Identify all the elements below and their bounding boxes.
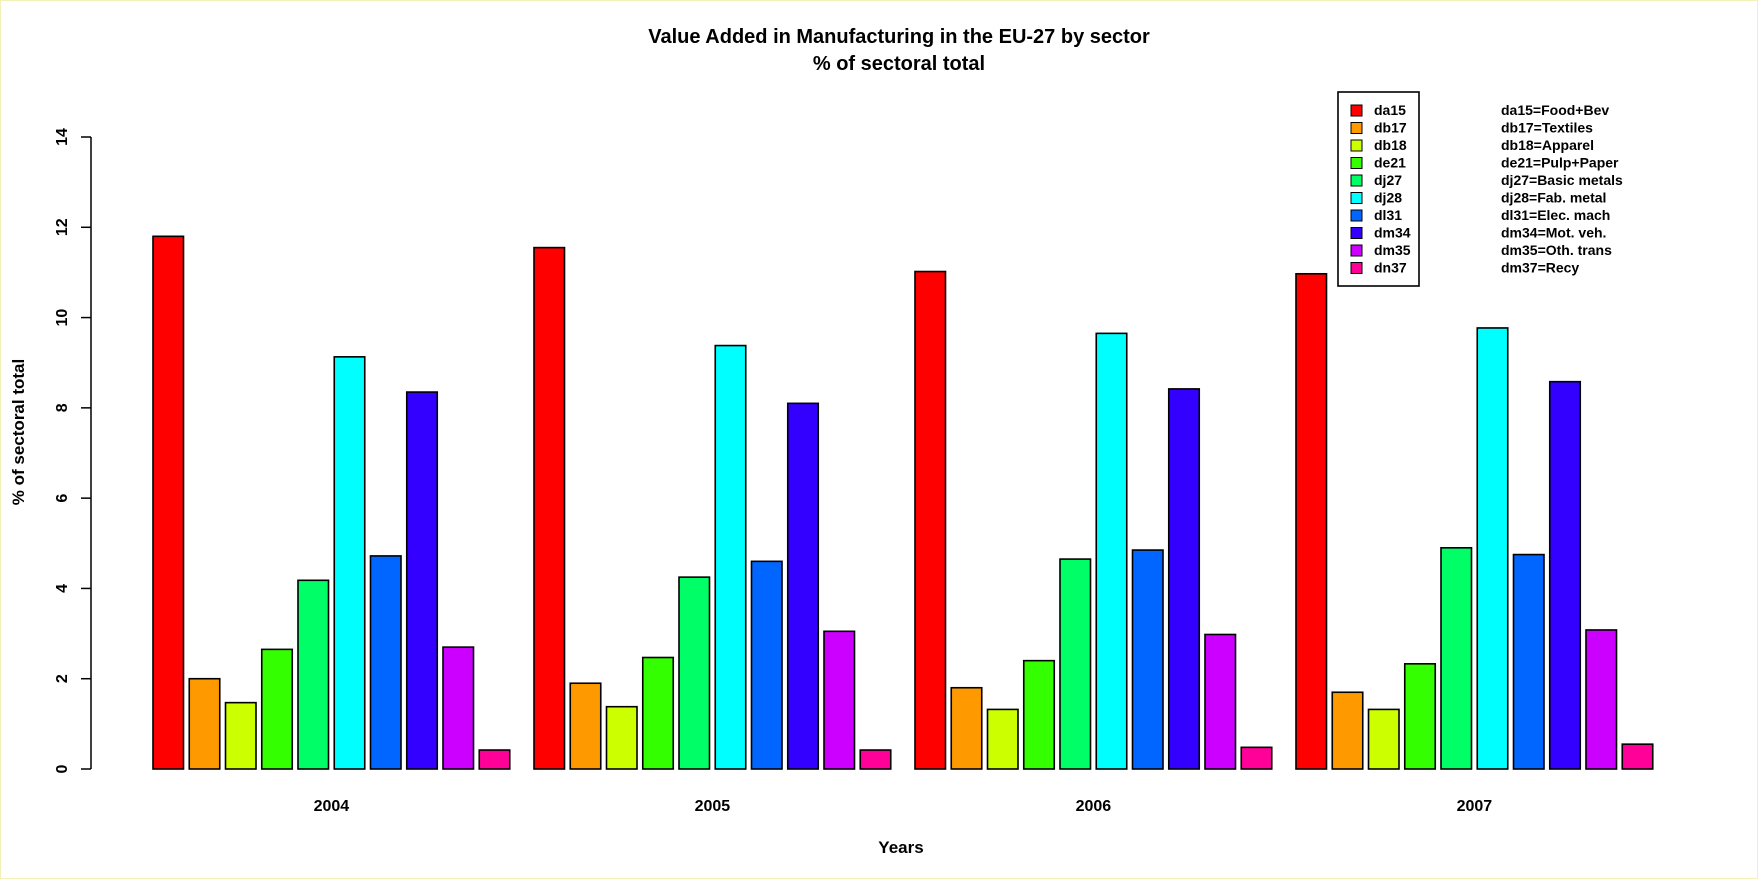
bar-db18-2007 (1367, 708, 1400, 770)
bar-dm34-2006 (1167, 388, 1201, 770)
x-tick-label: 2007 (1457, 798, 1493, 815)
bar-dm34-2005 (786, 402, 820, 770)
y-tick-label: 0 (54, 764, 71, 773)
bar-dj27-2006 (1059, 558, 1092, 770)
legend-swatch-da15 (1350, 104, 1363, 117)
y-tick-label: 6 (54, 494, 71, 503)
bar-de21-2007 (1403, 663, 1437, 770)
bar-dn37-2005 (859, 749, 892, 770)
bar-dm35-2005 (823, 630, 856, 770)
legend-swatch-de21 (1350, 157, 1363, 169)
legend-key-entry: de21=Pulp+Paper (1501, 155, 1619, 171)
legend-key-entry: db17=Textiles (1501, 120, 1593, 136)
chart-subtitle: % of sectoral total (813, 53, 985, 75)
bar-db17-2004 (188, 677, 221, 770)
bar-db17-2006 (950, 686, 983, 770)
y-tick-label: 4 (54, 584, 71, 593)
bar-dm34-2004 (405, 391, 439, 770)
legend-key-entry: dl31=Elec. mach (1501, 207, 1610, 223)
legend-key-entry: dm37=Recy (1501, 260, 1579, 276)
bar-db17-2007 (1331, 691, 1364, 770)
bar-dm35-2006 (1204, 633, 1237, 770)
bar-dl31-2006 (1131, 549, 1164, 770)
x-tick-labels: 2004 2005 2006 2007 (314, 798, 1493, 815)
legend-key-entry: da15=Food+Bev (1501, 102, 1609, 118)
x-tick-label: 2004 (314, 798, 350, 815)
x-axis-label: Years (878, 838, 923, 857)
bar-de21-2006 (1022, 659, 1056, 770)
bar-db18-2005 (605, 705, 638, 770)
bar-dj28-2005 (714, 344, 747, 770)
bar-dj27-2004 (297, 579, 330, 770)
bar-da15-2006 (914, 270, 947, 770)
legend-key-entry: dm35=Oth. trans (1501, 242, 1612, 258)
bar-dj27-2007 (1440, 546, 1473, 770)
chart-title: Value Added in Manufacturing in the EU-2… (648, 26, 1150, 48)
bar-dl31-2005 (750, 560, 783, 770)
y-tick-label: 10 (54, 309, 71, 327)
legend-swatch-dj28 (1350, 192, 1363, 204)
y-tick-label: 2 (54, 674, 71, 683)
bar-dn37-2004 (478, 749, 511, 770)
legend-label-dn37: dn37 (1374, 260, 1407, 276)
x-tick-label: 2006 (1076, 798, 1112, 815)
bar-db18-2006 (986, 708, 1019, 770)
legend-swatch-dm34 (1350, 227, 1363, 239)
bar-dn37-2007 (1621, 743, 1654, 770)
bar-dm35-2007 (1585, 629, 1618, 770)
bars-group (152, 235, 1654, 770)
y-tick-label: 14 (54, 128, 71, 146)
legend-swatch-dl31 (1350, 209, 1363, 222)
legend-key-entry: db18=Apparel (1501, 137, 1594, 153)
bar-dl31-2007 (1512, 553, 1545, 770)
y-tick-label: 8 (54, 403, 71, 412)
bar-dl31-2004 (369, 555, 402, 770)
legend-label-dl31: dl31 (1374, 207, 1402, 223)
legend-label-dm34: dm34 (1374, 225, 1411, 241)
legend-swatch-dm35 (1350, 244, 1363, 257)
legend-swatch-db18 (1350, 139, 1363, 152)
bar-dj28-2004 (333, 356, 366, 770)
legend-label-da15: da15 (1374, 102, 1406, 118)
legend-key-entry: dj27=Basic metals (1501, 172, 1623, 188)
legend-swatch-dn37 (1350, 262, 1363, 274)
bar-dj28-2007 (1476, 327, 1509, 770)
y-tick-label: 12 (54, 218, 71, 236)
legend-label-de21: de21 (1374, 155, 1406, 171)
y-axis-label: % of sectoral total (9, 359, 28, 505)
legend-label-db17: db17 (1374, 120, 1407, 136)
legend-swatch-dj27 (1350, 174, 1363, 187)
bar-dm34-2007 (1548, 380, 1582, 770)
bar-dj27-2005 (678, 576, 711, 770)
legend-label-dj28: dj28 (1374, 190, 1402, 206)
bar-da15-2005 (533, 246, 566, 770)
legend-key-entry: dj28=Fab. metal (1501, 190, 1606, 206)
bar-dj28-2006 (1095, 332, 1128, 770)
bar-db17-2005 (569, 682, 602, 770)
bar-dn37-2006 (1240, 746, 1273, 770)
bar-de21-2005 (641, 656, 675, 770)
bar-da15-2004 (152, 235, 185, 770)
legend-label-db18: db18 (1374, 137, 1407, 153)
legend-swatch-db17 (1350, 122, 1363, 134)
bar-dm35-2004 (442, 646, 475, 770)
y-axis: 0 2 4 6 8 10 12 14 (54, 128, 92, 773)
bar-da15-2007 (1295, 272, 1328, 770)
x-tick-label: 2005 (695, 798, 731, 815)
legend-label-dj27: dj27 (1374, 172, 1402, 188)
bar-db18-2004 (224, 701, 257, 770)
bar-de21-2004 (260, 648, 294, 770)
legend-label-dm35: dm35 (1374, 242, 1411, 258)
legend-key-entry: dm34=Mot. veh. (1501, 225, 1606, 241)
